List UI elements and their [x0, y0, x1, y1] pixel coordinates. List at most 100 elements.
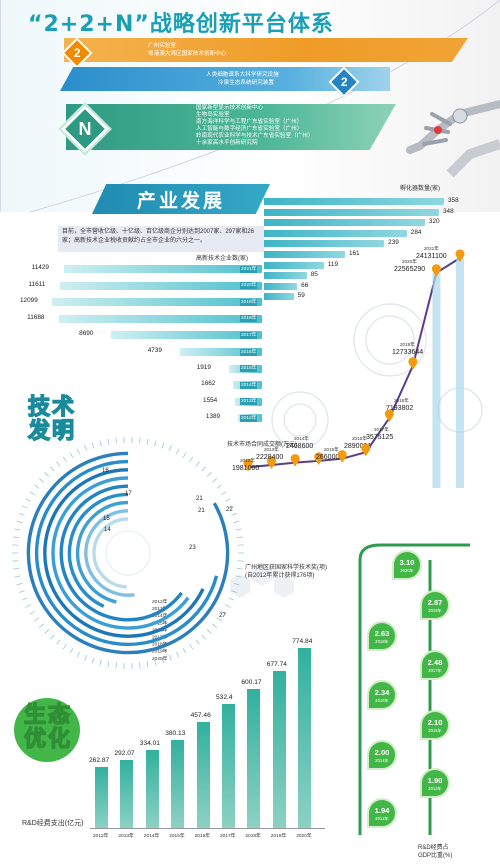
- contract-marker: [361, 443, 371, 457]
- contract-year: 2018年: [394, 397, 409, 404]
- ring-tick: [233, 582, 240, 586]
- band3-line-3: 南方海洋科学与工程广东省实验室（广州）: [196, 119, 303, 125]
- rd-bar: [120, 760, 134, 828]
- hightech-value: 1662: [201, 380, 216, 388]
- incubator-bar: [264, 219, 425, 227]
- award-ring: [84, 509, 135, 597]
- ring-tick: [62, 643, 67, 650]
- gdp-value: 2.48: [427, 658, 443, 667]
- ring-center: [105, 530, 151, 576]
- section-industry-title: 产业发展: [92, 184, 270, 214]
- ring-tick: [182, 452, 187, 458]
- hightech-caption: 高新技术企业数(家): [196, 256, 248, 262]
- award-ring: [92, 517, 129, 589]
- incubator-value: 348: [442, 207, 454, 215]
- rd-value: 334.01: [139, 740, 160, 748]
- award-ring: [51, 476, 190, 630]
- ring-tick: [84, 654, 88, 661]
- incubator-bar: [264, 229, 407, 237]
- contract-marker: [243, 458, 253, 472]
- gdp-year: 2013年: [428, 786, 442, 791]
- ring-tick: [146, 661, 149, 668]
- rd-bar: [298, 648, 312, 828]
- ring-tick: [84, 445, 88, 452]
- gdp-value: 3.10: [399, 558, 415, 567]
- contract-value: 2890081: [344, 443, 371, 450]
- gdp-path: [358, 543, 470, 835]
- incubator-bar: [264, 240, 385, 248]
- gdp-year: 2015年: [428, 728, 442, 733]
- ring-tick: [161, 442, 165, 449]
- hightech-year: 2016年: [240, 348, 258, 356]
- band1-line-1: 广州实验室: [148, 43, 176, 49]
- ring-tick: [236, 536, 243, 539]
- incubator-value: 358: [448, 197, 459, 204]
- award-caption-2: (自2012年累计获得176项): [245, 573, 315, 579]
- contract-year: 2016年: [352, 435, 367, 442]
- award-value: 15: [103, 516, 110, 522]
- ring-tick: [56, 639, 61, 645]
- ring-tick: [235, 528, 242, 531]
- gdp-value: 2.63: [374, 629, 390, 638]
- gdp-year: 2016年: [375, 698, 389, 703]
- contract-caption: 技术市场合同成交额(万元): [227, 442, 297, 448]
- hightech-bar: [179, 348, 262, 356]
- ring-tick: [76, 448, 81, 455]
- contract-value: 7193802: [386, 405, 413, 412]
- hightech-year: 2013年: [240, 398, 258, 406]
- ring-tick: [44, 629, 50, 634]
- ring-tick: [69, 452, 74, 458]
- tech-title: 技术 发明: [27, 395, 76, 444]
- ring-tick: [38, 478, 44, 483]
- ring-tick: [56, 461, 61, 467]
- rd-bar: [145, 750, 159, 828]
- contract-marker: [431, 264, 441, 277]
- ring-tick: [201, 466, 206, 472]
- ring-tick: [231, 512, 238, 516]
- hightech-year: 2012年: [240, 414, 258, 422]
- ring-tick: [224, 604, 231, 608]
- ring-tick: [175, 448, 180, 455]
- ring-tick: [14, 528, 21, 531]
- contract-column: [456, 258, 464, 488]
- band3-line-4: 人工智能与数字经济广东省实验室（广州）: [196, 126, 303, 132]
- incubator-value: 59: [297, 292, 305, 300]
- ring-tick: [18, 512, 25, 516]
- ring-tick: [91, 657, 95, 664]
- hightech-year: 2019年: [240, 298, 258, 306]
- ring-tick: [139, 662, 141, 669]
- award-value: 23: [189, 545, 196, 551]
- hightech-value: 11429: [31, 264, 49, 271]
- award-year: 2018年: [152, 641, 168, 648]
- ring-tick: [33, 484, 40, 489]
- band3-line-1: 国家新型显示技术创新中心: [196, 105, 264, 111]
- band2-line-2: 冷泉生态系统研究装置: [218, 80, 274, 86]
- ring-tick: [91, 442, 95, 449]
- ring-tick: [25, 498, 32, 502]
- ecology-blob: [14, 698, 80, 762]
- contract-marker: [455, 249, 465, 262]
- gdp-year: 2018年: [375, 639, 389, 644]
- incubator-bar: [264, 293, 294, 301]
- ring-tick: [16, 520, 23, 524]
- gdp-value: 2.87: [427, 598, 443, 607]
- industry-description: 目前，全市营收亿级、十亿级、百亿级商企分别达到2007家、297家和26家；高新…: [58, 226, 264, 252]
- ring-tick: [33, 617, 40, 622]
- contract-year: 2014年: [294, 435, 309, 442]
- ring-tick: [99, 440, 102, 447]
- hightech-bar: [111, 331, 262, 340]
- contract-value: 1981000: [232, 465, 259, 472]
- rd-year: 2014年: [143, 834, 160, 839]
- gdp-year: 2017年: [428, 668, 442, 673]
- award-value: 22: [226, 507, 233, 513]
- award-value: 21: [196, 496, 203, 502]
- gdp-drop: 3.10 2020年: [392, 550, 422, 580]
- ring-tick: [206, 472, 212, 477]
- page-title: “2+2+N”战略创新平台体系: [28, 12, 334, 37]
- rd-value: 292.07: [114, 750, 135, 758]
- ring-tick: [62, 456, 67, 463]
- contract-year: 2012年: [240, 457, 255, 464]
- award-year: 2020年: [152, 655, 168, 662]
